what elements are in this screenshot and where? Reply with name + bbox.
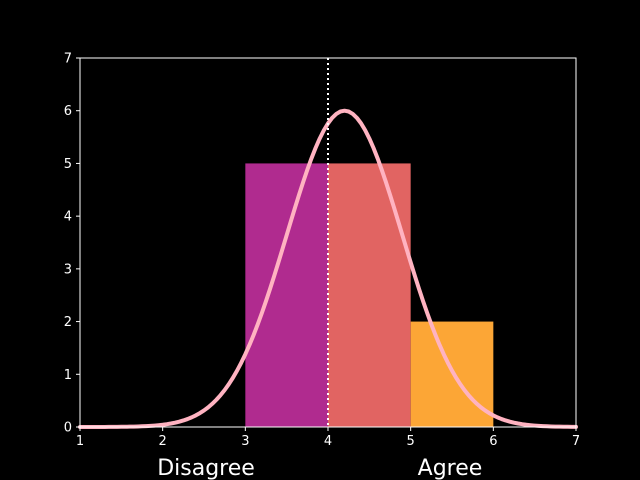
x-tick-label-5: 6 — [489, 434, 497, 449]
x-tick-label-3: 4 — [324, 434, 332, 449]
y-tick-label-5: 5 — [64, 157, 72, 172]
bar-1 — [328, 163, 411, 427]
y-tick-label-7: 7 — [64, 52, 72, 67]
bars — [245, 163, 494, 427]
x-tick-label-6: 7 — [572, 434, 580, 449]
x-tick-label-0: 1 — [76, 434, 84, 449]
y-tick-label-2: 2 — [64, 315, 72, 330]
y-axis: 0 1 2 3 4 5 6 7 — [64, 52, 80, 436]
y-tick-label-0: 0 — [64, 421, 72, 436]
y-tick-label-6: 6 — [64, 104, 72, 119]
x-tick-label-4: 5 — [407, 434, 415, 449]
x-tick-label-1: 2 — [159, 434, 167, 449]
y-tick-label-4: 4 — [64, 210, 72, 225]
scale-label-right: Agree — [418, 456, 483, 480]
bar-0 — [245, 163, 328, 427]
x-tick-label-2: 3 — [241, 434, 249, 449]
x-axis: 1 2 3 4 5 6 7 — [76, 427, 580, 449]
scale-label-left: Disagree — [157, 456, 255, 480]
y-tick-label-1: 1 — [64, 368, 72, 383]
y-tick-label-3: 3 — [64, 262, 72, 277]
